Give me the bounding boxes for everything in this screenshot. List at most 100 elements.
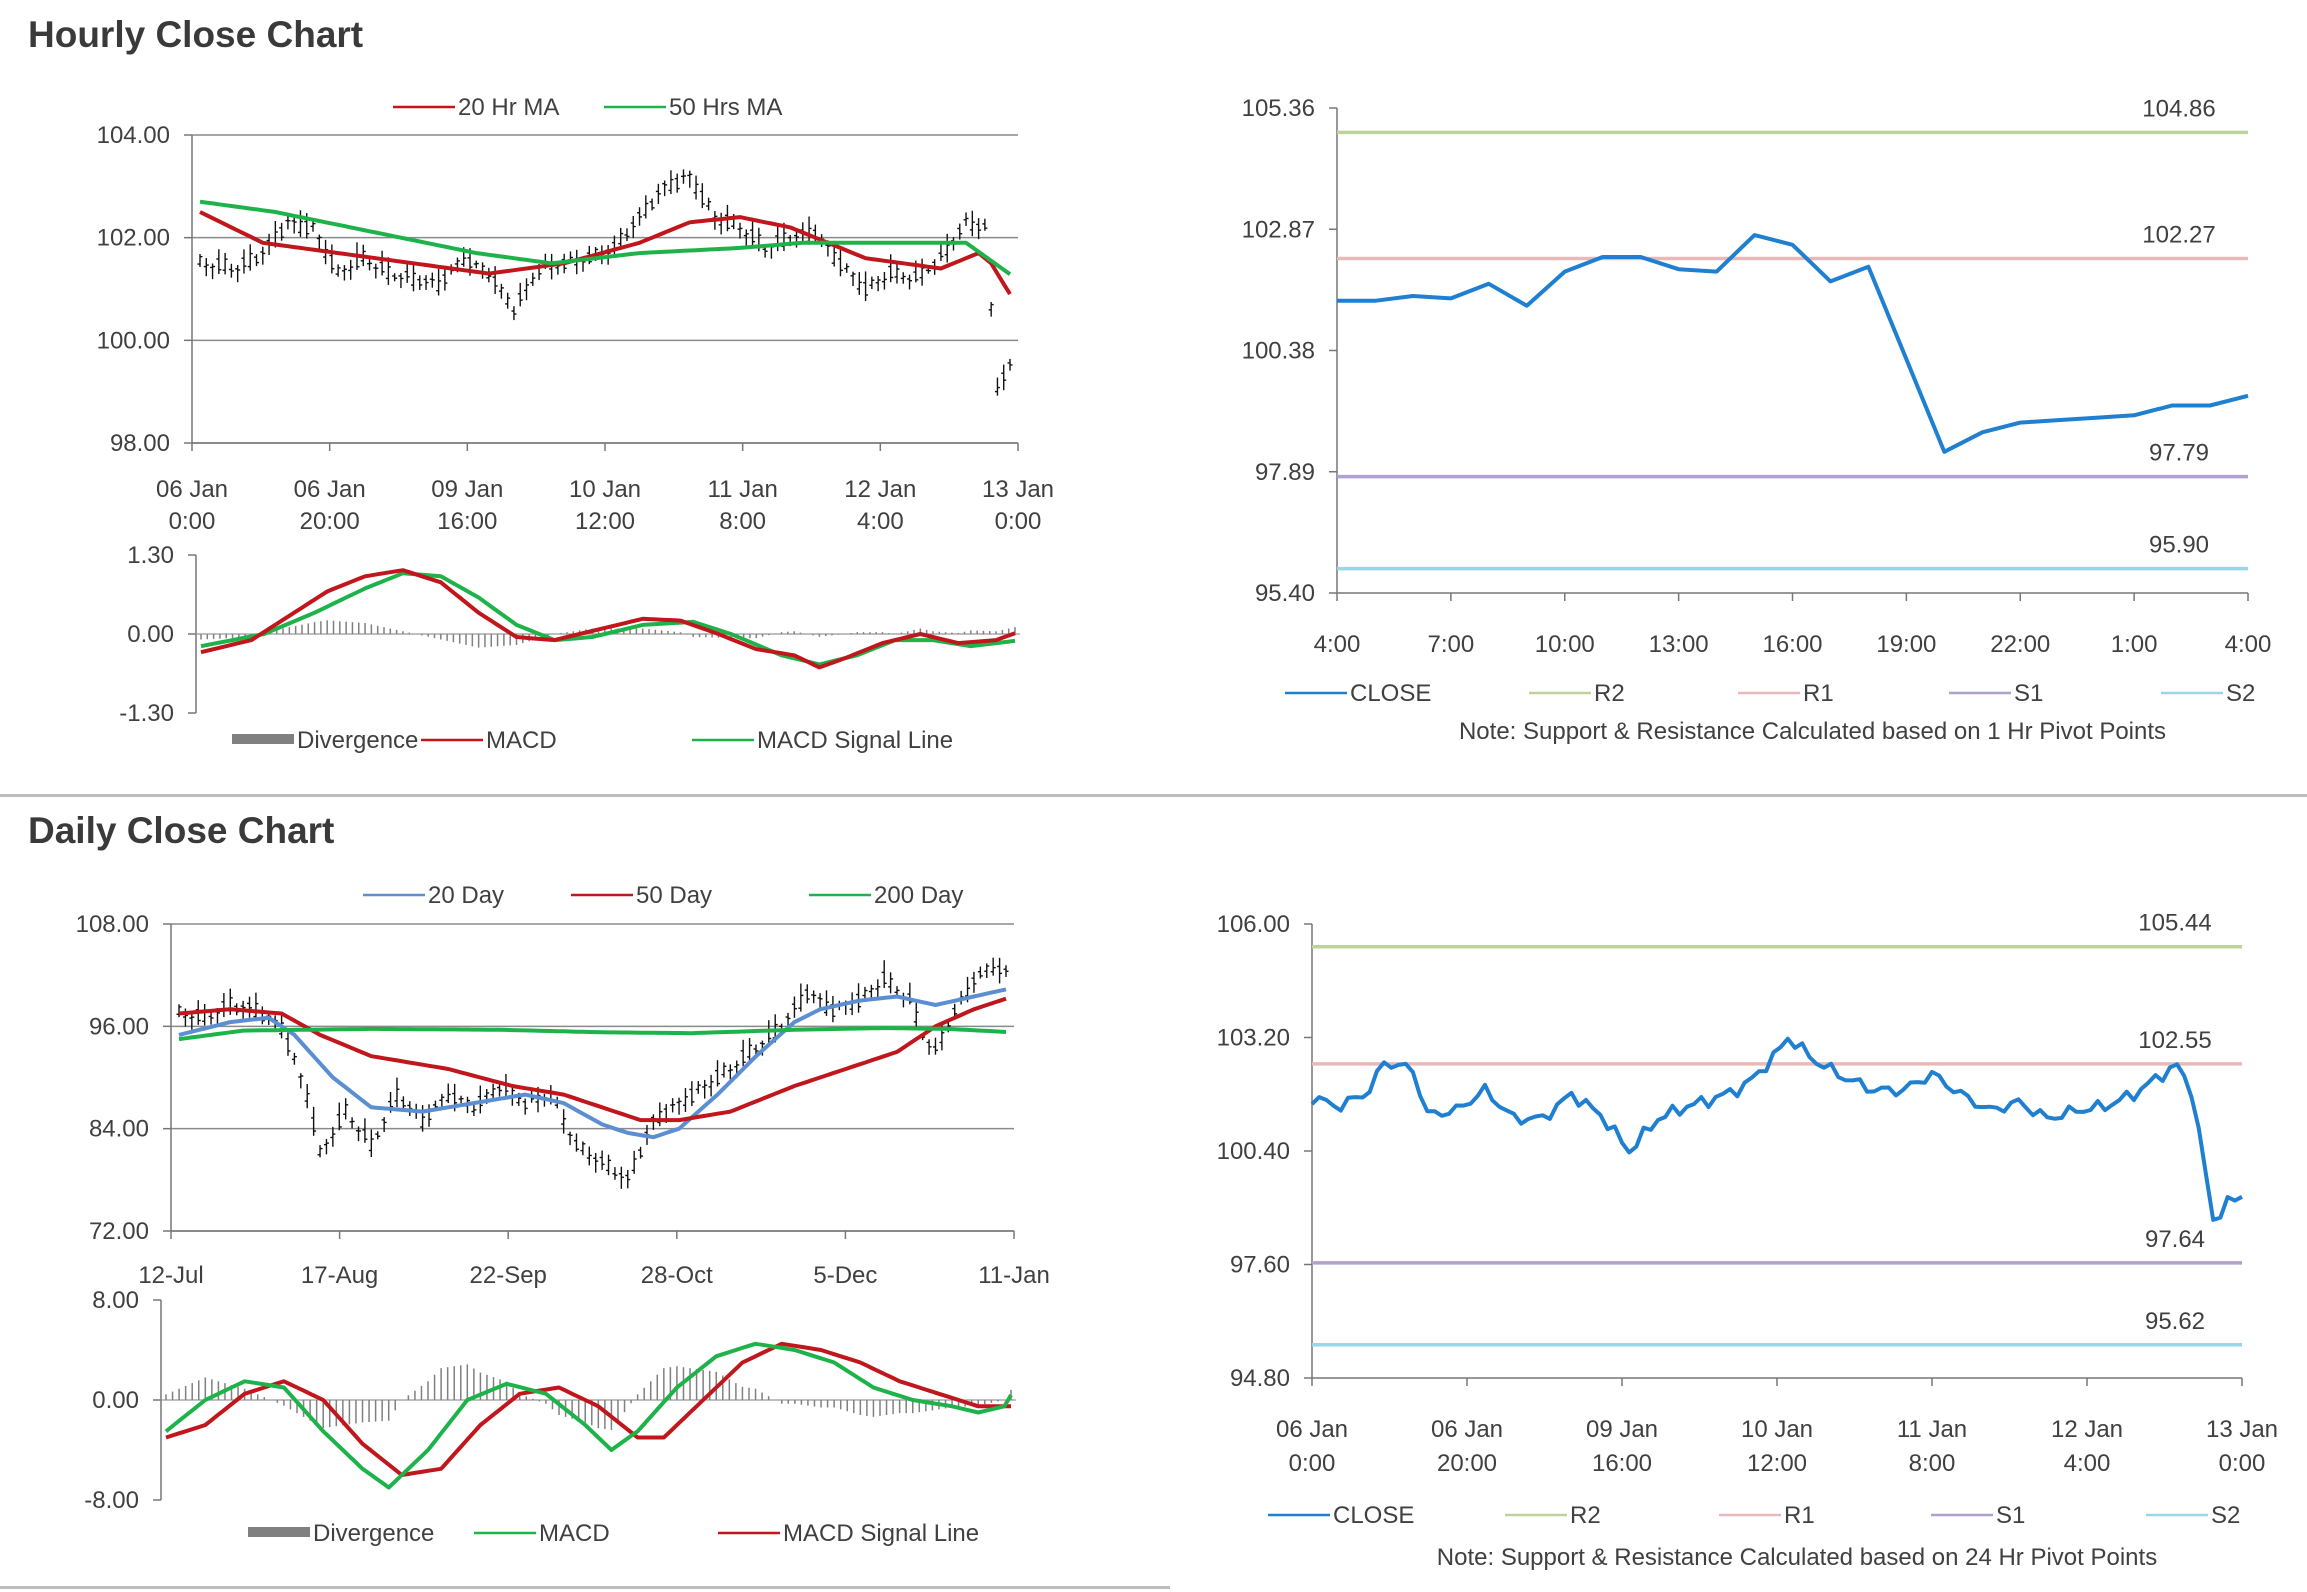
daily_pivots-ytick-label: 100.40 (1217, 1138, 1290, 1165)
hourly_pivots-ytick-label: 97.89 (1255, 459, 1315, 486)
daily_pivots-ytick-label: 97.60 (1230, 1252, 1290, 1279)
hourly_price-legend-label-1: 50 Hrs MA (669, 94, 782, 121)
hourly_price-xtick-label: 16:00 (437, 508, 497, 535)
daily_macd-macd-line (164, 1341, 1013, 1490)
hourly_price-xtick-label: 0:00 (995, 508, 1042, 535)
daily_price-xtick-label: 11-Jan (978, 1262, 1050, 1289)
hourly_price-xtick-label: 4:00 (857, 508, 904, 535)
hourly_macd-legend-label-1: MACD (486, 727, 557, 754)
hourly_price-xtick-label: 12 Jan (844, 476, 916, 503)
hourly_pivots-ytick-label: 105.36 (1242, 95, 1315, 122)
daily_pivots-legend-label-1: R2 (1570, 1502, 1601, 1529)
daily_macd-legend-label-2: MACD Signal Line (783, 1520, 979, 1547)
daily_pivots-xtick-label: 0:00 (2219, 1450, 2266, 1477)
daily_pivots-xtick-label: 06 Jan (1276, 1416, 1348, 1443)
daily_macd-ytick-label: 8.00 (92, 1287, 139, 1314)
daily_pivots-xtick-label: 20:00 (1437, 1450, 1497, 1477)
hourly_price-ytick-label: 102.00 (97, 225, 170, 252)
daily_macd-legend-label-1: MACD (539, 1520, 610, 1547)
daily_pivots-level-label-s1: 97.64 (2145, 1226, 2205, 1253)
daily_pivots-xtick-label: 13 Jan (2206, 1416, 2278, 1443)
daily_price-xtick-label: 12-Jul (138, 1262, 203, 1289)
daily_pivots-legend-label-3: S1 (1996, 1502, 2025, 1529)
hourly-section-title: Hourly Close Chart (28, 14, 364, 55)
daily_pivots-xtick-label: 4:00 (2064, 1450, 2111, 1477)
hourly_pivots-level-label-s1: 97.79 (2149, 440, 2209, 467)
hourly_pivots-level-label-r2: 104.86 (2142, 95, 2215, 122)
hourly_pivots-legend-label-0: CLOSE (1350, 680, 1431, 707)
hourly_pivots-ytick-label: 102.87 (1242, 216, 1315, 243)
hourly_price-ytick-label: 100.00 (97, 327, 170, 354)
hourly_macd-macd-line (200, 568, 1016, 670)
hourly_pivots-ytick-label: 95.40 (1255, 580, 1315, 607)
daily-section-title: Daily Close Chart (28, 810, 335, 851)
daily_price-legend-label-2: 200 Day (874, 882, 963, 909)
hourly_macd-signal-line (200, 571, 1016, 667)
hourly_pivots-ytick-label: 100.38 (1242, 338, 1315, 365)
hourly_macd-ytick-label: 1.30 (127, 542, 174, 569)
hourly_macd-ytick-label: -1.30 (119, 700, 174, 727)
hourly_price-xtick-label: 12:00 (575, 508, 635, 535)
daily_macd-signal-line (165, 1341, 1011, 1477)
hourly_pivots-xtick-label: 4:00 (1314, 631, 1361, 658)
hourly_pivots-legend-label-2: R1 (1803, 680, 1834, 707)
daily_price-ma50-line (178, 996, 1007, 1123)
daily_price-ytick-label: 108.00 (76, 911, 149, 938)
hourly_price-xtick-label: 0:00 (169, 508, 216, 535)
daily_pivots-xtick-label: 0:00 (1289, 1450, 1336, 1477)
daily_pivots-level-label-s2: 95.62 (2145, 1308, 2205, 1335)
hourly_pivots-xtick-label: 10:00 (1535, 631, 1595, 658)
hourly_pivots-xtick-label: 1:00 (2111, 631, 2158, 658)
hourly_pivots-xtick-label: 4:00 (2225, 631, 2272, 658)
section-divider (0, 794, 2307, 797)
hourly_pivots-note: Note: Support & Resistance Calculated ba… (1459, 718, 2166, 745)
daily_price-xtick-label: 5-Dec (813, 1262, 877, 1289)
daily_pivots-level-label-r2: 105.44 (2138, 910, 2211, 937)
hourly_pivots-xtick-label: 7:00 (1428, 631, 1475, 658)
daily_pivots-legend-label-0: CLOSE (1333, 1502, 1414, 1529)
daily_pivots-xtick-label: 12:00 (1747, 1450, 1807, 1477)
hourly_macd-legend-swatch-0 (232, 734, 294, 744)
daily_pivots-legend-label-4: S2 (2211, 1502, 2240, 1529)
daily_pivots-ytick-label: 103.20 (1217, 1025, 1290, 1052)
daily_pivots-legend-label-2: R1 (1784, 1502, 1815, 1529)
daily_pivots-xtick-label: 06 Jan (1431, 1416, 1503, 1443)
daily_price-ytick-label: 72.00 (89, 1218, 149, 1245)
daily_price-xtick-label: 22-Sep (470, 1262, 547, 1289)
daily_price-ma20-line (178, 987, 1007, 1140)
hourly_price-xtick-label: 8:00 (719, 508, 766, 535)
hourly_price-xtick-label: 06 Jan (156, 476, 228, 503)
daily_macd-legend-label-0: Divergence (313, 1520, 434, 1547)
daily_pivots-xtick-label: 8:00 (1909, 1450, 1956, 1477)
hourly_macd-legend-label-0: Divergence (297, 727, 418, 754)
daily_price-legend-label-0: 20 Day (428, 882, 504, 909)
daily_price-xtick-label: 28-Oct (641, 1262, 713, 1289)
daily_pivots-close-line (1310, 1036, 2243, 1222)
hourly_pivots-legend-label-4: S2 (2226, 680, 2255, 707)
daily_price-ytick-label: 84.00 (89, 1116, 149, 1143)
daily_price-xtick-label: 17-Aug (301, 1262, 378, 1289)
daily_pivots-level-label-r1: 102.55 (2138, 1027, 2211, 1054)
hourly_pivots-close-line (1337, 233, 2249, 454)
hourly_price-ma50-line (199, 199, 1012, 276)
bottom-divider (0, 1586, 1170, 1589)
hourly_price-ma20-line (199, 210, 1012, 296)
daily_pivots-ytick-label: 106.00 (1217, 911, 1290, 938)
daily_pivots-xtick-label: 12 Jan (2051, 1416, 2123, 1443)
hourly_pivots-xtick-label: 13:00 (1649, 631, 1709, 658)
hourly_pivots-xtick-label: 22:00 (1990, 631, 2050, 658)
daily_price-ma200-line (178, 1026, 1007, 1042)
daily_pivots-note: Note: Support & Resistance Calculated ba… (1437, 1544, 2157, 1571)
hourly_pivots-xtick-label: 19:00 (1876, 631, 1936, 658)
hourly_pivots-legend-label-3: S1 (2014, 680, 2043, 707)
hourly_price-xtick-label: 10 Jan (569, 476, 641, 503)
daily_pivots-xtick-label: 11 Jan (1897, 1416, 1967, 1443)
hourly_pivots-level-label-r1: 102.27 (2142, 221, 2215, 248)
daily_macd-legend-swatch-0 (248, 1527, 310, 1537)
hourly_macd-legend-label-2: MACD Signal Line (757, 727, 953, 754)
hourly_price-ytick-label: 104.00 (97, 122, 170, 149)
daily_macd-ytick-label: 0.00 (92, 1387, 139, 1414)
daily_pivots-ytick-label: 94.80 (1230, 1365, 1290, 1392)
hourly_pivots-legend-label-1: R2 (1594, 680, 1625, 707)
